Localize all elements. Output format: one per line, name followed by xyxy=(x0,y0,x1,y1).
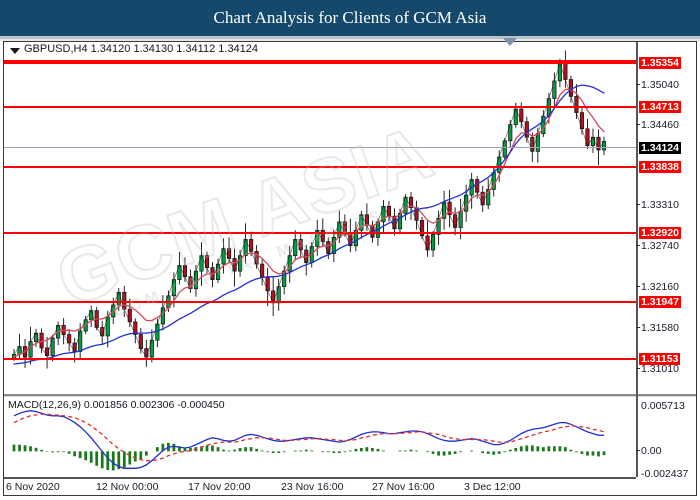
price-axis-label: 1.32740 xyxy=(636,240,679,252)
symbol-header-row[interactable]: GBPUSD,H4 1.34120 1.34130 1.34112 1.3412… xyxy=(4,43,696,59)
price-level-line[interactable] xyxy=(4,62,636,64)
header-underline xyxy=(4,60,636,62)
price-chart-plot[interactable] xyxy=(4,42,632,392)
titlebar-divider-light xyxy=(0,39,700,41)
titlebar-divider xyxy=(0,36,700,39)
price-level-line[interactable] xyxy=(4,106,636,108)
price-axis-label: 1.31947 xyxy=(639,296,681,308)
price-level-line[interactable] xyxy=(4,301,636,303)
time-axis-label: 23 Nov 16:00 xyxy=(281,481,344,493)
macd-header-text: MACD(12,26,9) 0.001856 0.002306 -0.00045… xyxy=(8,399,225,411)
time-axis-label: 17 Nov 20:00 xyxy=(188,481,251,493)
time-axis-label: 12 Nov 00:00 xyxy=(96,481,159,493)
price-axis-label: 1.35040 xyxy=(636,79,679,91)
price-axis-label: 1.33838 xyxy=(639,161,681,173)
price-axis-label: 1.32160 xyxy=(636,281,679,293)
price-axis-label: 1.31580 xyxy=(636,322,679,334)
pane-divider-light xyxy=(4,396,696,397)
price-axis-label: 1.34713 xyxy=(639,101,681,113)
macd-chart-svg xyxy=(12,410,606,471)
price-axis-label: 1.34460 xyxy=(636,119,679,131)
price-level-line[interactable] xyxy=(4,358,636,360)
price-axis-label: 1.34124 xyxy=(639,142,681,154)
price-axis-label: 1.35354 xyxy=(639,57,681,69)
time-axis-label: 6 Nov 2020 xyxy=(6,481,60,493)
pane-divider xyxy=(4,394,696,396)
price-axis-label: 1.33310 xyxy=(636,199,679,211)
symbol-ohlc-text: GBPUSD,H4 1.34120 1.34130 1.34112 1.3412… xyxy=(24,43,259,55)
caret-down-icon[interactable] xyxy=(10,48,20,54)
price-axis-label: 1.31153 xyxy=(639,353,681,365)
current-price-line xyxy=(4,147,636,148)
price-axis-line xyxy=(636,42,638,477)
price-level-line[interactable] xyxy=(4,166,636,168)
price-axis-label: 1.32920 xyxy=(639,227,681,239)
macd-plot[interactable] xyxy=(4,400,632,476)
macd-axis-label: 0.00 xyxy=(635,445,662,457)
page-title: Chart Analysis for Clients of GCM Asia xyxy=(213,8,487,27)
window-titlebar: Chart Analysis for Clients of GCM Asia xyxy=(0,0,700,36)
time-axis-label: 27 Nov 16:00 xyxy=(372,481,435,493)
time-axis-line xyxy=(4,477,636,479)
price-axis-label: 1.31010 xyxy=(636,363,679,375)
price-level-line[interactable] xyxy=(4,232,636,234)
time-axis-label: 3 Dec 12:00 xyxy=(464,481,521,493)
macd-axis-label: -0.002437 xyxy=(641,468,689,480)
crosshair-marker-icon xyxy=(503,38,517,46)
macd-axis-label: 0.005713 xyxy=(641,400,685,412)
price-chart-svg xyxy=(11,50,607,369)
